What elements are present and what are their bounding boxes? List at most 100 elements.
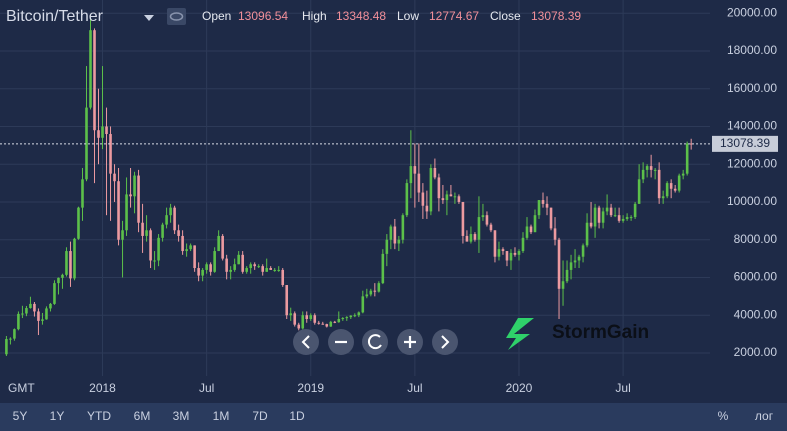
candle-body [577,256,581,261]
x-tick-label: 2020 [506,381,533,395]
scroll-right-button[interactable] [432,329,458,355]
y-tick-label: 6000.00 [734,270,778,284]
candle-body [629,217,633,219]
ohlc-value: 13078.39 [531,9,581,23]
candle-body [557,239,561,289]
icon [441,335,450,349]
candle-body [589,222,593,227]
candle-body [521,237,525,252]
candle-body [201,269,204,276]
candle-body [85,107,88,180]
candle-body [193,245,196,269]
range-button[interactable]: YTD [87,409,111,423]
range-button[interactable]: 1Y [50,409,65,423]
reset-button[interactable] [362,329,388,355]
scroll-left-button[interactable] [293,329,319,355]
candle-body [353,315,357,317]
candle-body [537,200,541,216]
candle-body [301,315,305,329]
candle-body [121,230,124,240]
candle-body [417,173,421,193]
candle-body [389,226,393,240]
last-price-tag [712,135,778,152]
candle-body [653,169,657,171]
candle-body [649,166,653,170]
candle-body [289,313,293,316]
candle-body [541,200,545,204]
candle-body [465,235,469,242]
candle-body [565,269,569,282]
candle-body [613,215,617,217]
candle-body [573,260,577,263]
range-button[interactable]: 3M [173,409,190,423]
candle-body [633,203,637,218]
candle-body [597,207,601,223]
candle-body [345,317,349,319]
x-tick-label: Jul [199,381,214,395]
brand-icon [506,318,534,350]
y-tick-label: 20000.00 [727,5,777,19]
log-toggle[interactable]: лог [755,409,774,423]
candle-body [349,315,353,318]
candle-body [141,222,144,236]
candle-body [365,294,369,297]
visibility-toggle[interactable] [167,8,186,25]
candle-body [529,226,533,233]
candle-body [661,196,665,199]
candle-body [641,169,645,180]
candle-body [213,251,216,272]
candle-body [129,194,132,197]
y-tick-label: 16000.00 [727,81,777,95]
ohlc-value: 13348.48 [336,9,386,23]
candle-body [421,192,425,206]
candle-body [581,245,585,257]
candle-body [681,173,685,176]
candle-body [285,285,289,316]
range-button[interactable]: 5Y [13,409,28,423]
symbol-title[interactable]: Bitcoin/Tether [6,8,104,25]
candle-body [617,215,621,221]
candle-body [457,196,461,202]
candle-body [253,264,256,267]
x-tick-label: Jul [615,381,630,395]
candle-body [209,264,212,272]
candle-body [429,167,433,212]
candle-body [525,226,529,238]
last-price-label: 13078.39 [720,136,770,150]
ohlc-label: Open [202,9,231,23]
candle-body [125,194,128,231]
icon [367,334,382,350]
candle-body [93,30,96,131]
range-button[interactable]: 6M [134,409,151,423]
dropdown-arrow[interactable] [144,15,154,21]
range-button[interactable]: 1D [289,409,305,423]
candle-body [149,230,152,261]
percent-toggle[interactable]: % [718,409,729,423]
candle-body [477,217,481,240]
candle-body [33,303,36,312]
candle-body [453,196,457,198]
candle-body [469,234,473,242]
candle-body [501,249,505,252]
candle-body [669,183,673,189]
candle-body [341,318,345,320]
candle-body [221,235,224,259]
candle-body [309,315,313,319]
candle-body [385,239,389,254]
candle-body [405,183,409,216]
range-button[interactable]: 7D [252,409,268,423]
candle-body [69,251,72,279]
candle-body [233,264,236,270]
candle-body [17,313,20,330]
candle-body [53,283,56,304]
range-button[interactable]: 1M [213,409,230,423]
candle-body [449,194,453,197]
y-tick-label: 18000.00 [727,43,777,57]
candle-body [241,254,244,272]
candle-body [369,290,373,295]
candle-body [665,183,669,197]
candle-body [9,338,12,340]
nav-buttons [293,329,458,355]
y-tick-label: 14000.00 [727,119,777,133]
